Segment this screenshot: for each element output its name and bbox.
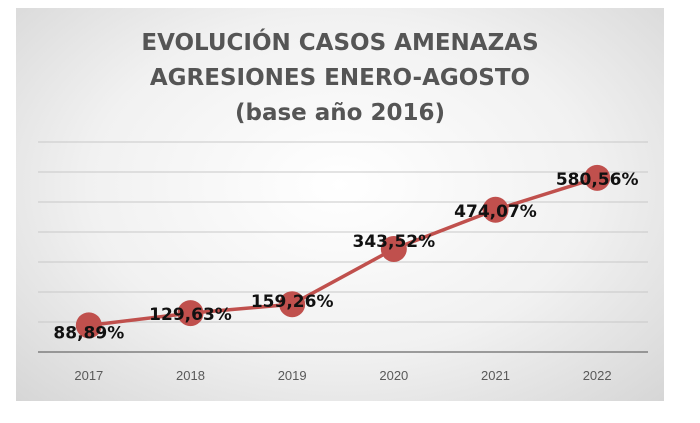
data-label: 129,63% <box>149 305 232 325</box>
x-tick-label: 2022 <box>583 368 612 383</box>
data-label: 474,07% <box>454 202 537 222</box>
data-label: 343,52% <box>353 232 436 252</box>
x-tick-label: 2017 <box>74 368 103 383</box>
chart-plot: 2017 2018 2019 2020 2021 2022 88,89% 129,63% 159… <box>38 141 648 383</box>
data-label: 580,56% <box>556 170 639 190</box>
chart-title-line-3: (base año 2016) <box>234 100 446 126</box>
data-point <box>482 196 509 223</box>
data-point <box>584 164 611 191</box>
chart-title-line-1: EVOLUCIÓN CASOS AMENAZAS <box>141 30 539 56</box>
x-tick-label: 2021 <box>481 368 510 383</box>
x-tick-label: 2019 <box>278 368 307 383</box>
data-label: 159,26% <box>251 292 334 312</box>
data-label: 88,89% <box>53 323 124 343</box>
chart-area: EVOLUCIÓN CASOS AMENAZAS AGRESIONES ENER… <box>16 8 664 401</box>
x-tick-label: 2018 <box>176 368 205 383</box>
chart-title: EVOLUCIÓN CASOS AMENAZAS AGRESIONES ENER… <box>16 26 664 131</box>
data-point <box>380 235 407 262</box>
chart-title-line-2: AGRESIONES ENERO-AGOSTO <box>149 65 531 91</box>
series-line <box>88 176 598 328</box>
data-point <box>75 312 102 339</box>
x-tick-label: 2020 <box>379 368 408 383</box>
data-point <box>177 300 204 327</box>
data-point <box>279 291 306 318</box>
